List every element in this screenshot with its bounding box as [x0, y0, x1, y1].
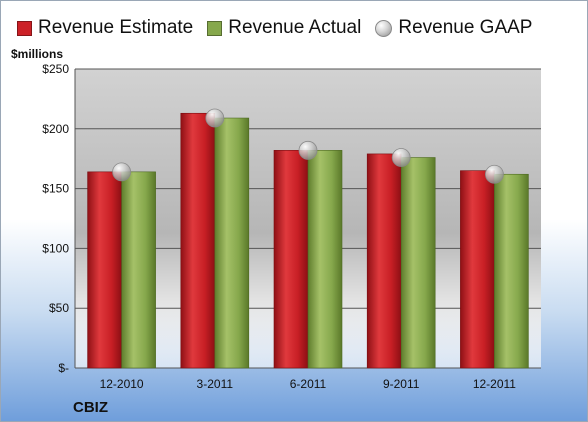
legend: Revenue Estimate Revenue Actual Revenue …	[17, 13, 579, 43]
gaap-markers	[112, 108, 504, 184]
y-tick-label: $150	[42, 182, 69, 196]
legend-label-actual: Revenue Actual	[228, 17, 362, 38]
x-tick-label: 3-2011	[197, 377, 234, 391]
y-tick-label: $100	[42, 241, 69, 255]
x-axis-ticks: 12-2010 3-2011 6-2011 9-2011 12-2011	[100, 377, 517, 391]
bar-revenue-actual	[494, 173, 529, 369]
marker-revenue-gaap	[484, 164, 504, 184]
y-axis-units-label: $millions	[11, 47, 64, 61]
bar-revenue-estimate	[180, 112, 216, 369]
legend-label-estimate: Revenue Estimate	[38, 17, 194, 38]
bar-revenue-actual	[121, 171, 156, 369]
legend-swatch-actual	[207, 20, 223, 36]
marker-revenue-gaap	[112, 162, 131, 182]
bars	[87, 112, 529, 369]
legend-label-gaap: Revenue GAAP	[398, 17, 533, 38]
y-axis-ticks: $- $50 $100 $150 $200 $250	[42, 62, 69, 375]
bar-revenue-actual	[214, 117, 250, 369]
legend-item-estimate: Revenue Estimate	[17, 17, 193, 39]
x-tick-label: 9-2011	[383, 377, 420, 391]
bar-revenue-estimate	[273, 150, 309, 369]
bar-revenue-estimate	[87, 171, 122, 369]
y-tick-label: $250	[42, 62, 69, 76]
y-tick-label: $-	[58, 361, 69, 375]
marker-revenue-gaap	[298, 140, 318, 160]
legend-item-gaap: Revenue GAAP	[375, 17, 532, 39]
x-tick-label: 6-2011	[290, 377, 327, 391]
marker-revenue-gaap	[205, 108, 225, 128]
x-tick-label: 12-2011	[473, 377, 516, 391]
marker-revenue-gaap	[391, 148, 411, 167]
y-tick-label: $200	[42, 122, 69, 136]
legend-swatch-estimate	[17, 20, 32, 36]
bar-revenue-actual	[400, 157, 436, 369]
bar-revenue-estimate	[366, 153, 402, 369]
x-tick-label: 12-2010	[100, 377, 144, 391]
y-tick-label: $50	[49, 301, 69, 315]
company-label: CBIZ	[73, 399, 108, 416]
legend-swatch-gaap	[375, 19, 393, 37]
legend-item-actual: Revenue Actual	[207, 17, 361, 39]
bar-revenue-estimate	[460, 170, 495, 369]
bar-revenue-actual	[307, 150, 343, 369]
